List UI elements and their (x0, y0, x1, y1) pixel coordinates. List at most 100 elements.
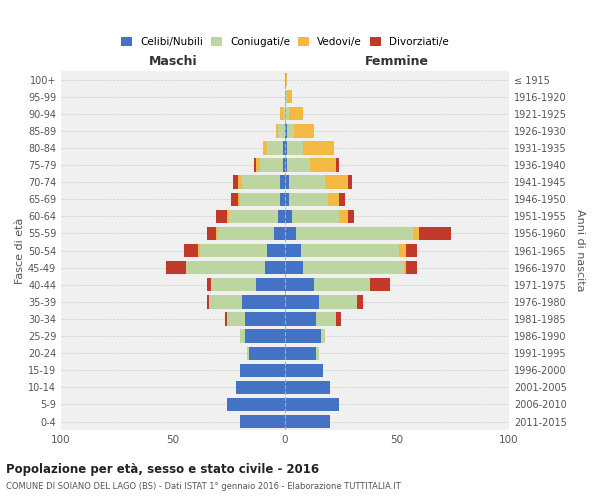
Bar (283, 142, 285, 154)
Bar (285, 346, 316, 360)
Bar (289, 192, 328, 206)
Bar (294, 124, 314, 138)
Bar (285, 176, 289, 189)
Bar (285, 415, 330, 428)
Bar (224, 312, 227, 326)
Bar (301, 244, 399, 257)
Bar (287, 124, 294, 138)
Bar (206, 227, 215, 240)
Bar (184, 244, 197, 257)
Bar (245, 330, 285, 342)
Bar (209, 295, 242, 308)
Y-axis label: Anni di nascita: Anni di nascita (575, 210, 585, 292)
Bar (267, 142, 283, 154)
Bar (285, 398, 339, 411)
Bar (278, 210, 285, 223)
Bar (292, 210, 339, 223)
Bar (280, 192, 285, 206)
Bar (206, 278, 211, 291)
Bar (274, 227, 285, 240)
Bar (285, 158, 287, 172)
Bar (278, 124, 285, 138)
Bar (233, 176, 238, 189)
Bar (285, 364, 323, 377)
Bar (303, 142, 334, 154)
Bar (256, 278, 285, 291)
Bar (285, 107, 289, 120)
Bar (227, 312, 245, 326)
Bar (166, 261, 187, 274)
Bar (227, 398, 285, 411)
Bar (280, 176, 285, 189)
Bar (285, 312, 316, 326)
Bar (347, 210, 355, 223)
Bar (285, 124, 287, 138)
Bar (283, 158, 285, 172)
Bar (285, 330, 321, 342)
Bar (328, 192, 339, 206)
Bar (316, 346, 319, 360)
Bar (287, 142, 303, 154)
Bar (240, 415, 285, 428)
Bar (240, 192, 280, 206)
Bar (187, 261, 265, 274)
Bar (413, 227, 419, 240)
Bar (285, 244, 301, 257)
Bar (296, 227, 413, 240)
Bar (285, 192, 289, 206)
Bar (245, 312, 285, 326)
Bar (276, 124, 278, 138)
Text: COMUNE DI SOIANO DEL LAGO (BS) - Dati ISTAT 1° gennaio 2016 - Elaborazione TUTTI: COMUNE DI SOIANO DEL LAGO (BS) - Dati IS… (6, 482, 401, 491)
Bar (285, 210, 292, 223)
Bar (287, 90, 292, 104)
Bar (254, 158, 256, 172)
Bar (231, 192, 238, 206)
Bar (285, 90, 287, 104)
Y-axis label: Fasce di età: Fasce di età (15, 218, 25, 284)
Bar (404, 261, 406, 274)
Bar (240, 330, 245, 342)
Bar (285, 227, 296, 240)
Bar (238, 176, 242, 189)
Bar (242, 295, 285, 308)
Bar (256, 158, 260, 172)
Bar (325, 176, 347, 189)
Bar (339, 210, 347, 223)
Bar (283, 107, 285, 120)
Bar (285, 73, 287, 86)
Bar (337, 312, 341, 326)
Bar (265, 261, 285, 274)
Bar (247, 346, 249, 360)
Text: Popolazione per età, sesso e stato civile - 2016: Popolazione per età, sesso e stato civil… (6, 462, 319, 475)
Bar (285, 295, 319, 308)
Bar (406, 244, 417, 257)
Bar (267, 244, 285, 257)
Bar (339, 192, 346, 206)
Bar (263, 142, 267, 154)
Bar (303, 261, 404, 274)
Bar (287, 158, 310, 172)
Bar (197, 244, 200, 257)
Bar (370, 278, 390, 291)
Bar (211, 278, 256, 291)
Bar (240, 364, 285, 377)
Bar (399, 244, 406, 257)
Bar (236, 380, 285, 394)
Bar (249, 346, 285, 360)
Bar (227, 210, 229, 223)
Bar (242, 176, 280, 189)
Bar (347, 176, 352, 189)
Bar (314, 278, 370, 291)
Bar (356, 295, 364, 308)
Bar (319, 295, 356, 308)
Legend: Celibi/Nubili, Coniugati/e, Vedovi/e, Divorziati/e: Celibi/Nubili, Coniugati/e, Vedovi/e, Di… (117, 33, 453, 52)
Bar (206, 295, 209, 308)
Bar (316, 312, 337, 326)
Bar (229, 210, 278, 223)
Bar (289, 176, 325, 189)
Bar (285, 261, 303, 274)
Bar (419, 227, 451, 240)
Bar (280, 107, 283, 120)
Bar (215, 210, 227, 223)
Bar (260, 158, 283, 172)
